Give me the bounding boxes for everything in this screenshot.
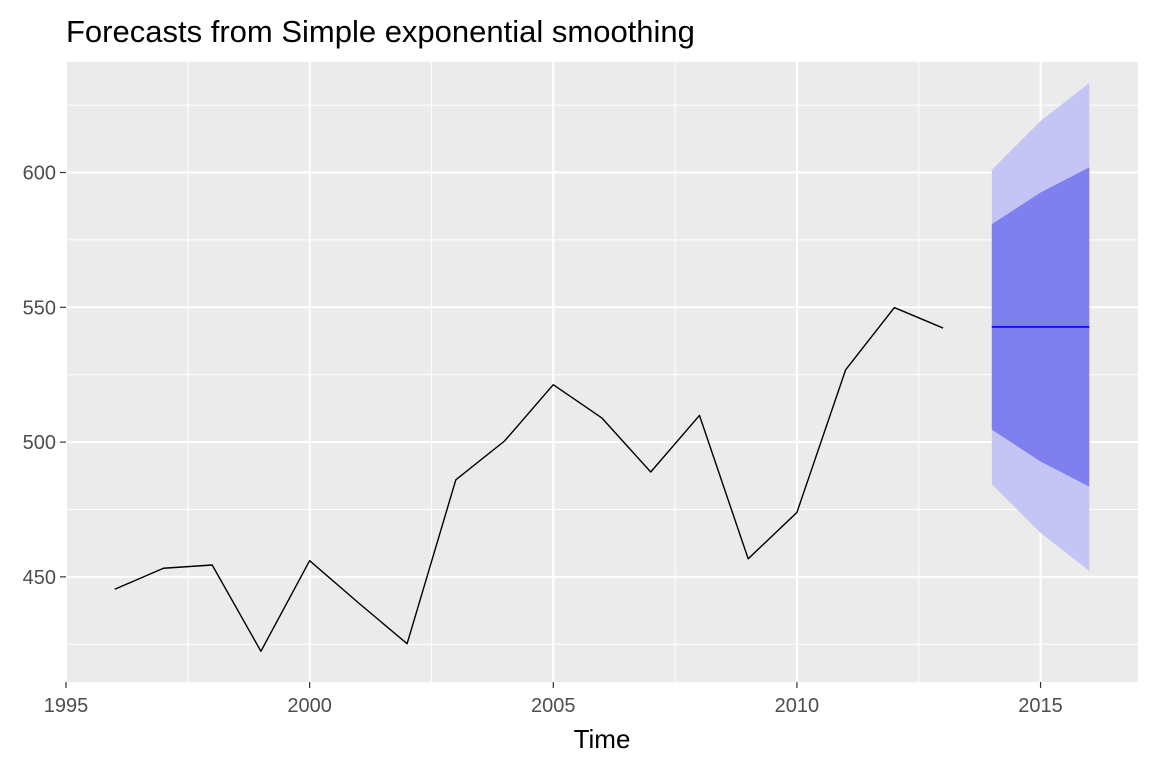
x-axis-title: Time	[574, 724, 631, 754]
plot-panel	[66, 62, 1138, 682]
y-tick-label: 600	[23, 163, 56, 185]
y-tick-label: 550	[23, 297, 56, 319]
axes: 1995 2000 2005 2010 2015 450 500 550 600	[23, 163, 1063, 717]
y-tick-label: 500	[23, 432, 56, 454]
minor-gridlines	[66, 62, 1138, 682]
x-tick-label: 2005	[531, 695, 576, 717]
x-tick-label: 2010	[775, 695, 820, 717]
observed-series-line	[114, 306, 944, 652]
x-tick-label: 2015	[1018, 695, 1063, 717]
chart-title: Forecasts from Simple exponential smooth…	[66, 14, 695, 49]
series-lines	[114, 306, 1090, 652]
x-tick-label: 1995	[44, 695, 89, 717]
x-tick-label: 2000	[287, 695, 332, 717]
y-tick-label: 450	[23, 567, 56, 589]
